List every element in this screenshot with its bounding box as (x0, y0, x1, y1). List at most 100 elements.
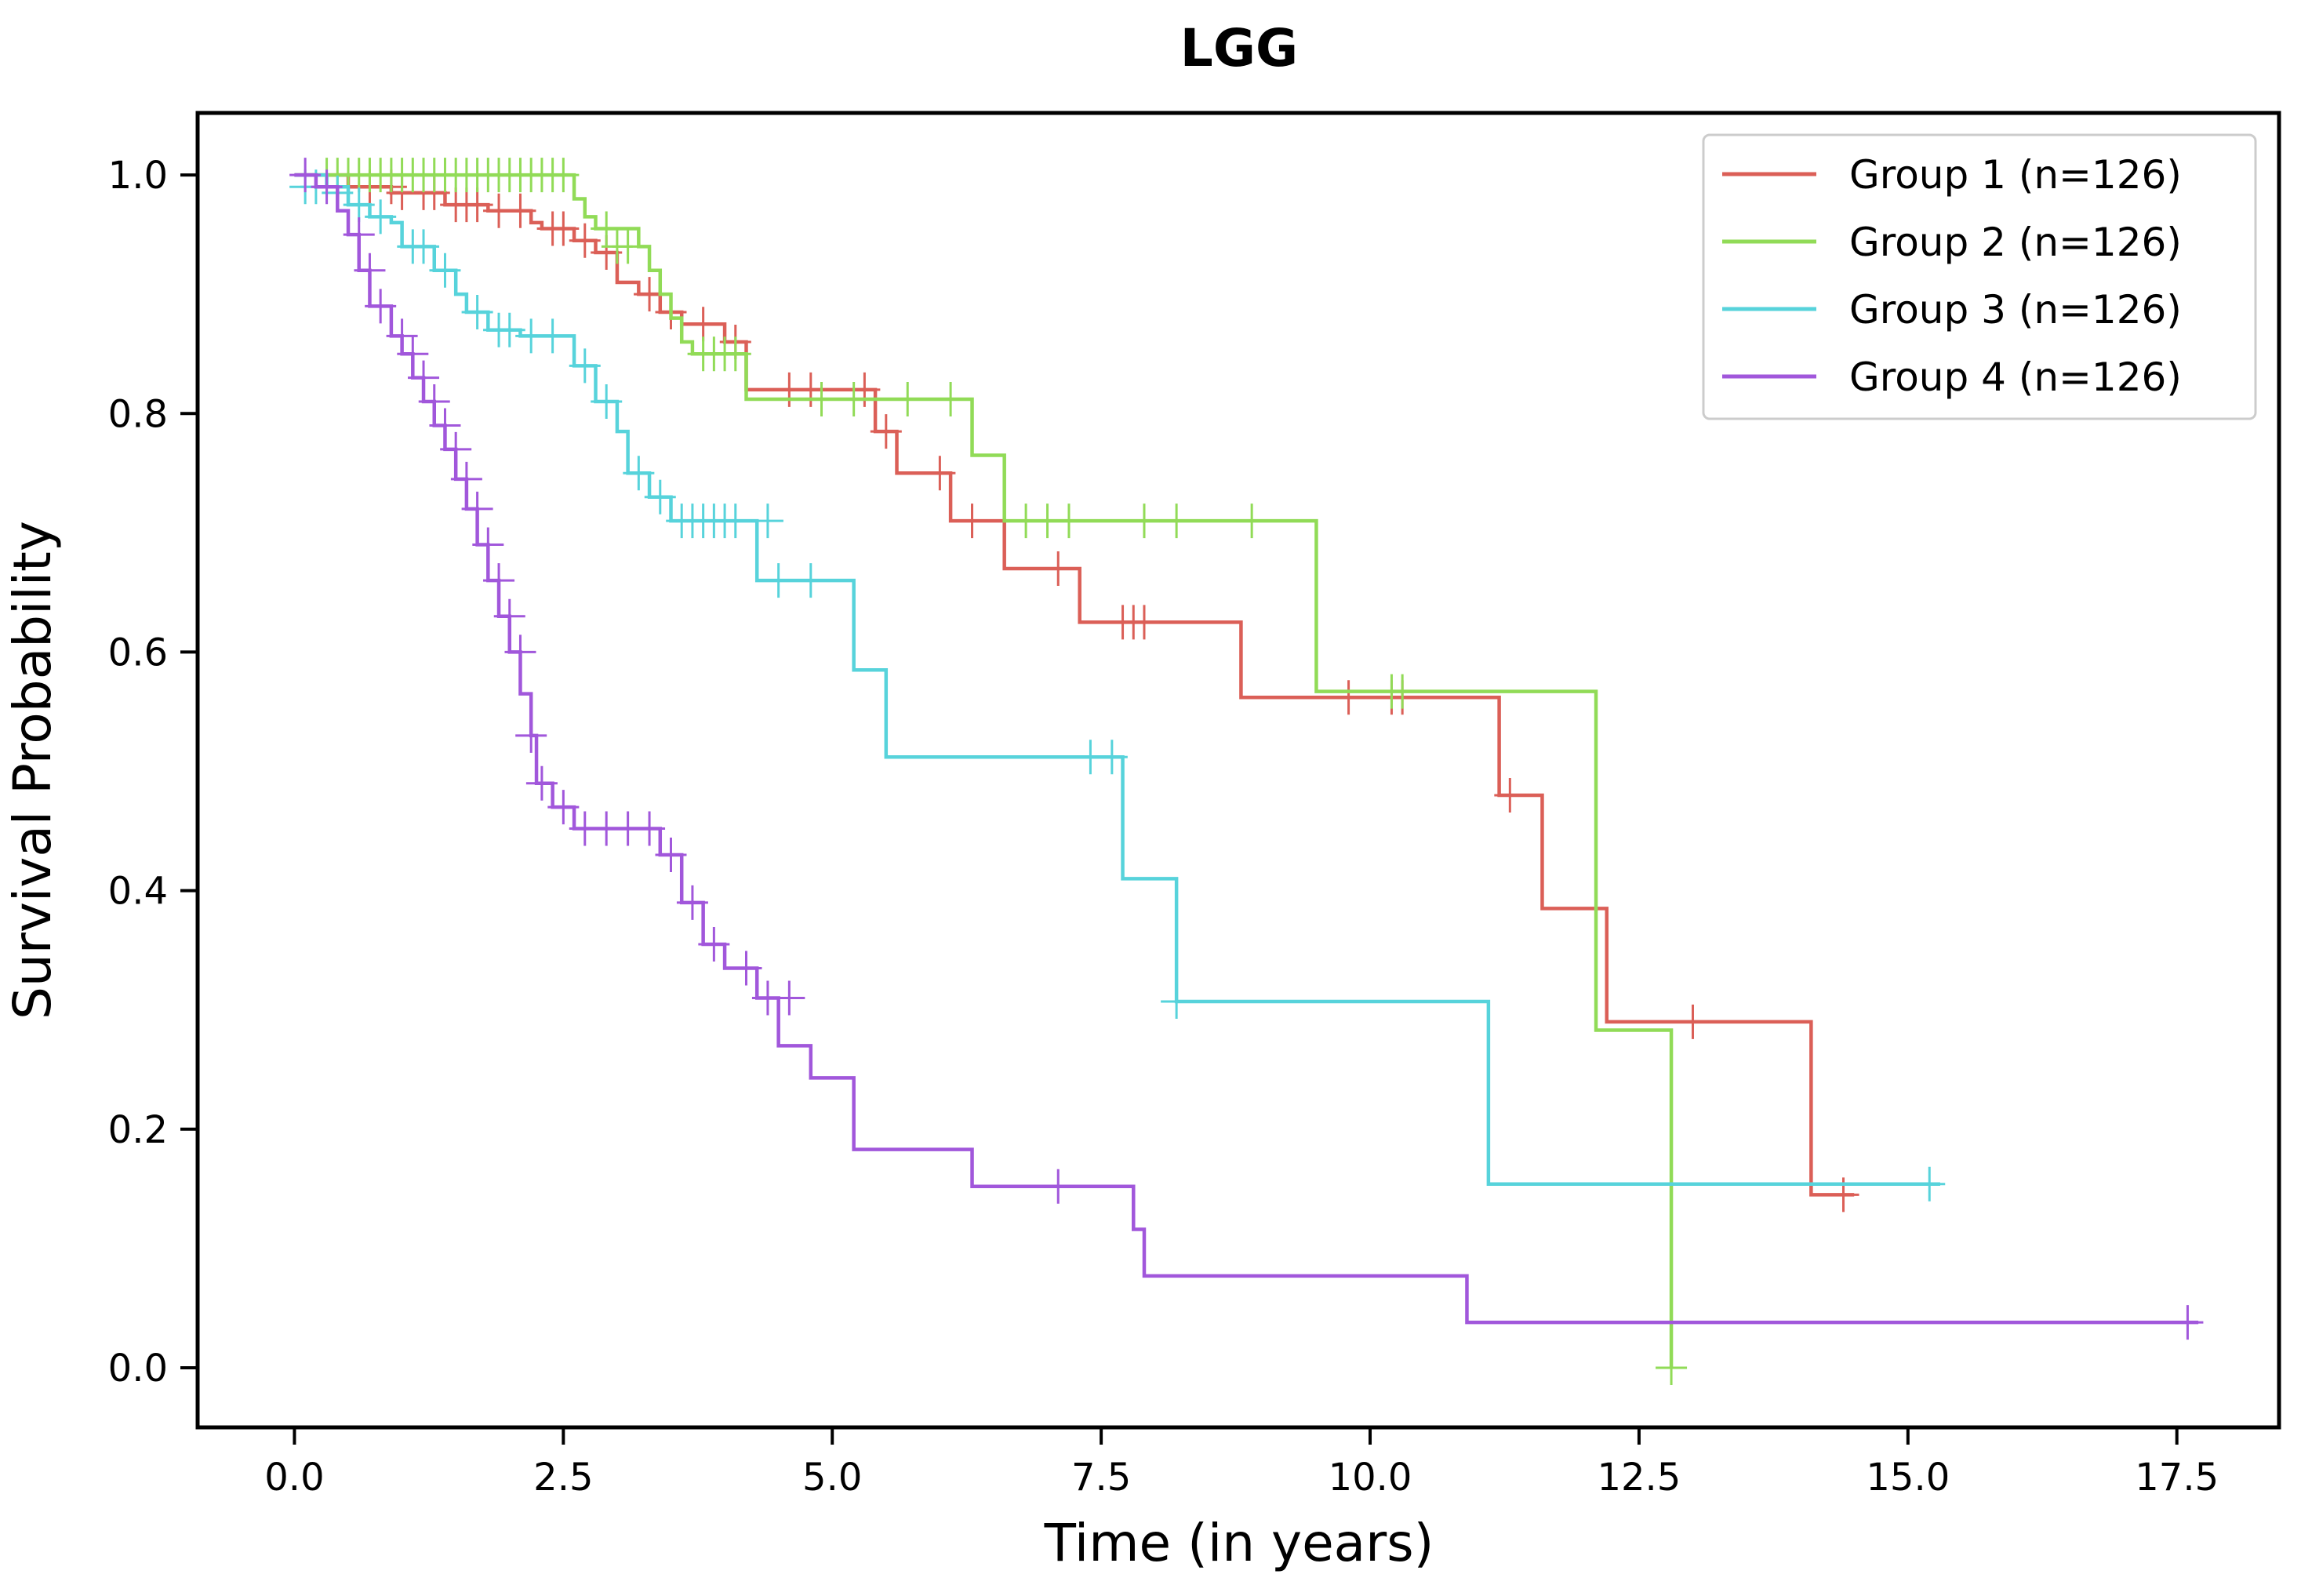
x-tick-label: 7.5 (1071, 1456, 1131, 1500)
censor-mark (730, 951, 762, 986)
censor-mark (536, 318, 569, 354)
series-line-1 (294, 173, 1855, 1197)
y-tick-label: 0.8 (108, 392, 168, 436)
x-tick-label: 2.5 (533, 1456, 593, 1500)
y-axis-label: Survival Probability (2, 521, 63, 1020)
censor-mark (472, 527, 504, 562)
censor-mark (483, 563, 515, 598)
censor-mark (1128, 605, 1160, 640)
censor-mark (569, 223, 601, 258)
censor-mark (450, 461, 482, 496)
censor-mark (612, 229, 644, 264)
censor-mark (2172, 1305, 2204, 1340)
censor-mark (408, 229, 440, 264)
censor-mark (569, 348, 601, 384)
censor-mark (429, 408, 461, 443)
censor-mark (515, 718, 547, 753)
y-tick-label: 0.6 (108, 631, 168, 674)
censor-mark (892, 382, 924, 417)
censor-mark (311, 169, 343, 205)
y-tick-label: 0.4 (108, 870, 168, 914)
censor-mark (870, 414, 902, 449)
censor-mark (354, 253, 386, 288)
censor-mark (634, 811, 666, 846)
censor-mark (461, 491, 493, 526)
censor-mark (1494, 777, 1526, 813)
legend-box (1702, 133, 2257, 420)
censor-mark (408, 360, 440, 395)
censor-mark (1656, 1350, 1688, 1385)
series-group-3 (289, 169, 1946, 1202)
censor-mark (1387, 674, 1419, 709)
y-tick-label: 1.0 (108, 154, 168, 198)
censor-mark (719, 504, 751, 539)
censor-mark (655, 837, 687, 872)
x-axis-label: Time (in years) (1044, 1513, 1434, 1573)
censor-mark (762, 563, 794, 598)
censor-mark (289, 158, 322, 193)
censor-mark (1042, 1169, 1074, 1204)
censor-mark (956, 504, 988, 539)
series-group-2 (294, 158, 1688, 1385)
censor-mark (429, 253, 461, 288)
censor-mark (1914, 1166, 1946, 1202)
censor-mark (1042, 551, 1074, 586)
censor-mark (924, 456, 956, 491)
x-tick-label: 0.0 (264, 1456, 324, 1500)
censor-mark (1052, 504, 1085, 539)
censor-mark (547, 158, 580, 193)
censor-mark (440, 431, 472, 467)
censor-mark (751, 504, 783, 539)
plot-frame (195, 111, 2281, 1430)
censor-mark (838, 382, 870, 417)
censor-mark (719, 336, 751, 372)
legend-label: Group 2 (n=126) (1849, 220, 2182, 265)
series-group-4 (289, 158, 2204, 1340)
series-group-1 (294, 169, 1859, 1212)
legend: Group 1 (n=126) Group 2 (n=126) Group 3 (n… (1702, 133, 2257, 420)
x-tick-label: 10.0 (1329, 1456, 1412, 1500)
censor-mark (1161, 984, 1193, 1020)
y-tick-label: 0.2 (108, 1108, 168, 1152)
censor-mark (493, 312, 525, 347)
chart-title: LGG (1180, 18, 1298, 78)
censor-mark (365, 199, 397, 234)
x-tick-label: 5.0 (802, 1456, 862, 1500)
series-layer (289, 158, 2204, 1385)
censor-mark (343, 217, 375, 253)
censor-mark (773, 980, 805, 1016)
censor-mark (397, 336, 429, 372)
censor-mark (591, 384, 623, 420)
censor-mark (805, 382, 838, 417)
censor-mark (698, 927, 730, 962)
series-line-2 (294, 173, 1674, 1368)
censor-mark (365, 289, 397, 324)
x-tick-label: 12.5 (1597, 1456, 1681, 1500)
censor-mark (935, 382, 967, 417)
censor-mark (591, 211, 623, 246)
legend-label: Group 1 (n=126) (1849, 152, 2182, 198)
censor-mark (343, 187, 375, 223)
censor-mark (623, 456, 655, 491)
x-tick-label: 15.0 (1866, 1456, 1950, 1500)
censor-mark (504, 634, 536, 670)
y-axis: 0.0 0.2 0.4 0.6 0.8 1.0 (108, 154, 198, 1391)
censor-mark (493, 598, 525, 634)
censor-mark (461, 187, 493, 223)
censor-mark (547, 211, 580, 246)
legend-entries: Group 1 (n=126) Group 2 (n=126) Group 3 (n… (1722, 152, 2182, 400)
y-tick-label: 0.0 (108, 1347, 168, 1391)
censor-mark (1236, 504, 1268, 539)
legend-label: Group 4 (n=126) (1849, 354, 2182, 400)
censor-mark (644, 479, 676, 514)
censor-mark (504, 193, 536, 228)
censor-mark (418, 384, 450, 420)
censor-mark (687, 307, 719, 342)
x-axis: 0.0 2.5 5.0 7.5 10.0 12.5 15.0 17.5 (264, 1427, 2219, 1500)
censor-mark (1096, 740, 1128, 775)
censor-mark (676, 885, 708, 920)
censor-mark (1332, 680, 1365, 715)
censor-mark (794, 563, 827, 598)
censor-mark (1161, 504, 1193, 539)
